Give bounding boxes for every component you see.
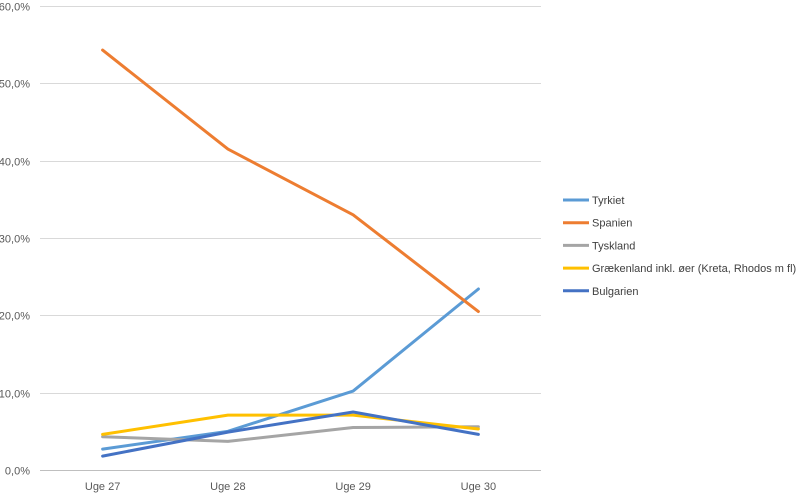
series-line-2 <box>101 425 480 443</box>
x-axis: Uge 27 Uge 28 Uge 29 Uge 30 <box>85 481 496 493</box>
series-lines <box>101 48 480 458</box>
legend-label-0: Tyrkiet <box>592 195 624 207</box>
y-tick-label: 30,0% <box>0 234 30 246</box>
legend-label-4: Bulgarien <box>592 286 638 298</box>
legend-label-2: Tyskland <box>592 240 635 252</box>
x-tick-label: Uge 30 <box>461 481 496 493</box>
y-tick-label: 0,0% <box>5 466 30 478</box>
y-tick-label: 60,0% <box>0 2 30 14</box>
y-tick-label: 50,0% <box>0 79 30 91</box>
x-tick-label: Uge 28 <box>210 481 245 493</box>
y-tick-label: 40,0% <box>0 157 30 169</box>
legend-label-1: Spanien <box>592 218 632 230</box>
gridlines <box>40 6 541 471</box>
y-tick-label: 10,0% <box>0 389 30 401</box>
y-tick-label: 20,0% <box>0 311 30 323</box>
legend: Tyrkiet Spanien Tyskland Grækenland inkl. ø… <box>563 195 796 298</box>
legend-label-3: Grækenland inkl. øer (Kreta, Rhodos m fl… <box>592 263 796 275</box>
series-line-1 <box>101 48 480 313</box>
x-tick-label: Uge 29 <box>335 481 370 493</box>
series-line-4 <box>101 410 480 458</box>
y-axis: 0,0% 10,0% 20,0% 30,0% 40,0% 50,0% 60,0% <box>0 2 30 478</box>
x-tick-label: Uge 27 <box>85 481 120 493</box>
